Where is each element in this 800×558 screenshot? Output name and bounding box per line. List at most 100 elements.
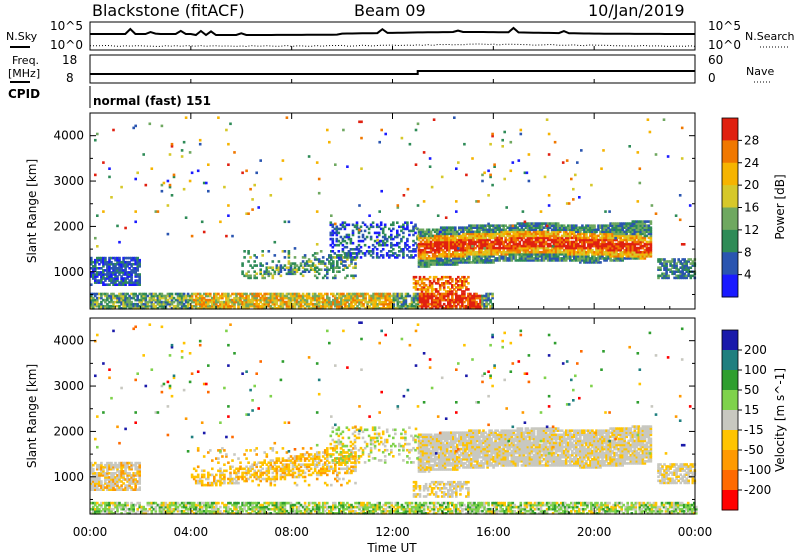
data-cell xyxy=(171,143,174,146)
data-cell xyxy=(471,157,474,160)
data-cell xyxy=(342,129,345,132)
data-cell xyxy=(429,276,432,279)
data-cell xyxy=(352,242,355,245)
data-cell xyxy=(540,239,543,242)
data-cell xyxy=(223,186,226,189)
data-cell xyxy=(255,264,258,267)
data-cell xyxy=(639,167,642,170)
nave-label: Nave xyxy=(746,65,774,78)
data-cell xyxy=(360,121,363,124)
data-cell xyxy=(483,247,486,250)
data-cell xyxy=(491,293,494,296)
data-cell xyxy=(356,221,359,224)
data-cell xyxy=(368,214,371,217)
data-cell xyxy=(110,196,113,199)
data-cell xyxy=(453,116,456,119)
data-cell xyxy=(167,233,170,236)
velocity-data xyxy=(90,321,698,514)
data-cell xyxy=(330,214,333,217)
data-cell xyxy=(134,178,137,181)
data-cell xyxy=(398,234,401,237)
noise-tick-top-left: 10^5 xyxy=(50,19,83,33)
data-cell xyxy=(410,221,413,224)
data-cell xyxy=(528,153,531,156)
data-cell xyxy=(602,149,605,152)
data-cell xyxy=(229,123,232,126)
data-cell xyxy=(138,462,141,465)
data-cell xyxy=(274,241,277,244)
data-cell xyxy=(406,238,409,241)
data-cell xyxy=(370,236,373,239)
data-cell xyxy=(675,214,678,217)
data-cell xyxy=(574,174,577,177)
data-cell xyxy=(328,297,331,300)
data-cell xyxy=(326,129,329,132)
y-tick-label: 2000 xyxy=(53,219,84,233)
data-cell xyxy=(233,151,236,154)
data-cell xyxy=(173,174,176,177)
data-cell xyxy=(278,260,281,263)
data-cell xyxy=(324,262,327,265)
data-cell xyxy=(650,220,653,223)
data-cell xyxy=(231,235,234,238)
data-cell xyxy=(380,129,383,132)
data-cell xyxy=(505,206,508,209)
data-cell xyxy=(649,131,652,134)
power-ylabel: Slant Range [km] xyxy=(25,159,39,263)
data-cell xyxy=(572,188,575,191)
data-cell xyxy=(679,194,682,197)
data-cell xyxy=(639,182,642,185)
data-cell xyxy=(346,242,349,245)
data-cell xyxy=(360,137,363,140)
data-cell xyxy=(100,480,103,483)
data-cell xyxy=(259,268,262,271)
data-cell xyxy=(378,232,381,235)
data-cell xyxy=(406,221,409,224)
data-cell xyxy=(255,277,258,280)
data-cell xyxy=(455,167,458,170)
data-cell xyxy=(225,235,228,238)
data-cell xyxy=(199,139,202,142)
data-cell xyxy=(566,159,569,162)
data-cell xyxy=(316,243,319,246)
noise-panel: N.Sky 10^5 10^0 10^5 10^0 N.Search xyxy=(6,19,795,52)
data-cell xyxy=(344,256,347,259)
data-cell xyxy=(372,221,375,224)
data-cell xyxy=(392,228,395,231)
data-cell xyxy=(358,236,361,239)
data-cell xyxy=(282,159,285,162)
data-cell xyxy=(568,202,571,205)
data-cell xyxy=(320,250,323,253)
data-cell xyxy=(455,200,458,203)
data-cell xyxy=(590,184,593,187)
nsky-label: N.Sky xyxy=(6,30,38,43)
data-cell xyxy=(360,226,363,229)
data-cell xyxy=(594,231,597,234)
data-cell xyxy=(544,176,547,179)
data-cell xyxy=(546,225,549,228)
colorbar-tick-label: 20 xyxy=(744,178,759,192)
data-cell xyxy=(318,178,321,181)
data-cell xyxy=(185,216,188,219)
data-cell xyxy=(681,127,684,130)
data-cell xyxy=(346,246,349,249)
data-cell xyxy=(380,221,383,224)
colorbar-block xyxy=(722,230,738,253)
data-cell xyxy=(402,236,405,239)
data-cell xyxy=(368,232,371,235)
data-cell xyxy=(350,238,353,241)
data-cell xyxy=(354,262,357,265)
data-cell xyxy=(334,163,337,166)
data-cell xyxy=(540,210,543,213)
data-cell xyxy=(528,180,531,183)
data-cell xyxy=(487,194,490,197)
data-cell xyxy=(477,200,480,203)
data-cell xyxy=(396,221,399,224)
data-cell xyxy=(338,266,341,269)
data-cell xyxy=(338,270,341,273)
noise-tick-bottom-right: 10^0 xyxy=(708,38,741,52)
data-cell xyxy=(197,170,200,173)
data-cell xyxy=(429,165,432,168)
data-cell xyxy=(415,163,418,166)
